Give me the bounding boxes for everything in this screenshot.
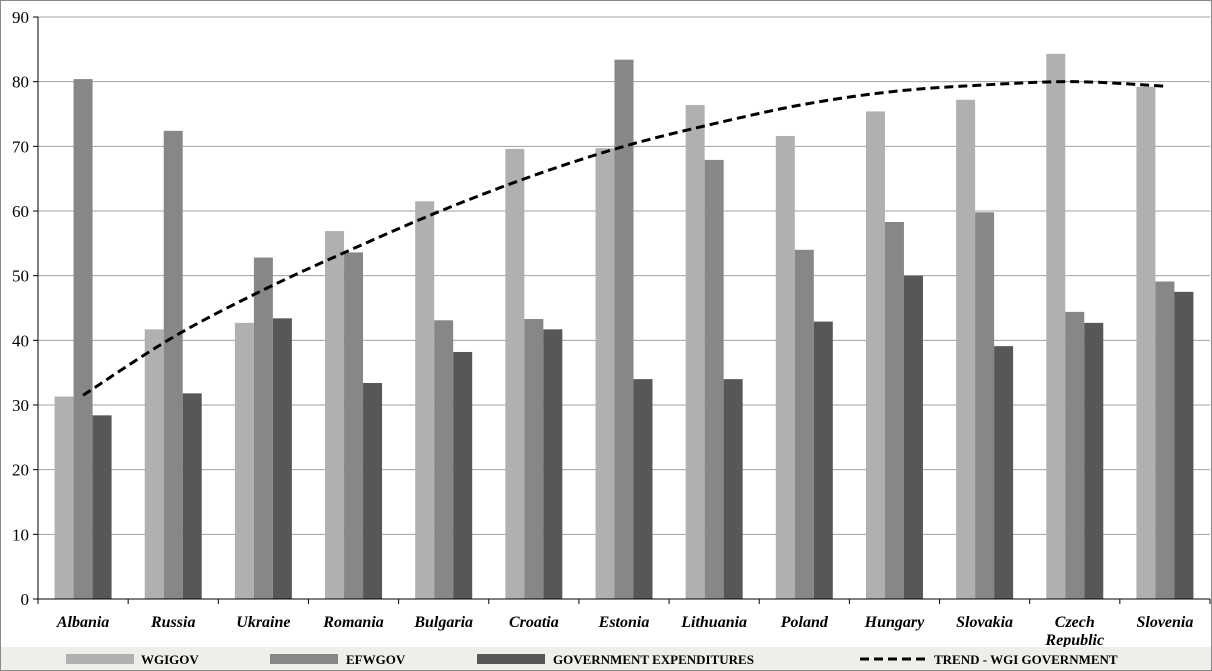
y-tick-label-80: 80 (12, 73, 29, 92)
bar-government-expenditures-slovenia (1174, 291, 1194, 599)
bar-efwgov-russia (163, 130, 183, 599)
legend-label-trend-wgi-government: TREND - WGI GOVERNMENT (934, 652, 1118, 667)
bar-efwgov-albania (73, 79, 93, 599)
x-axis-category-labels: Albania Russia Ukraine Romania Bulgaria Croat… (56, 614, 1194, 649)
y-tick-label-0: 0 (21, 590, 30, 609)
bar-wgigov-slovenia (1136, 86, 1156, 600)
bar-government-expenditures-czech-republic (1084, 322, 1104, 599)
legend-label-government-expenditures: GOVERNMENT EXPENDITURES (553, 652, 754, 667)
category-label-bulgaria: Bulgaria (413, 614, 473, 631)
bar-wgigov-estonia (595, 148, 615, 600)
bar-efwgov-czech-republic (1065, 311, 1085, 599)
bar-efwgov-ukraine (253, 257, 273, 599)
bar-wgigov-czech-republic (1046, 53, 1066, 600)
bar-wgigov-russia (144, 329, 164, 599)
bar-efwgov-bulgaria (434, 320, 454, 599)
legend-swatch-government-expenditures (477, 654, 545, 664)
category-label-czech-republic: Czech Republic (1044, 614, 1104, 649)
y-tick-label-50: 50 (12, 267, 29, 286)
category-label-slovakia: Slovakia (956, 614, 1013, 631)
category-label-estonia: Estonia (598, 614, 650, 631)
bar-efwgov-slovakia (975, 212, 995, 599)
legend: WGIGOV EFWGOV GOVERNMENT EXPENDITURES TREND… (1, 647, 1211, 670)
bar-wgigov-lithuania (685, 104, 705, 600)
bar-government-expenditures-slovakia (994, 346, 1014, 599)
bar-government-expenditures-romania (363, 383, 383, 599)
category-label-hungary: Hungary (864, 614, 925, 631)
y-tick-label-10: 10 (12, 525, 29, 544)
category-label-ukraine: Ukraine (236, 614, 290, 631)
y-tick-label-20: 20 (12, 461, 29, 480)
legend-swatch-wgigov (66, 654, 134, 664)
bar-efwgov-hungary (884, 221, 904, 599)
bar-government-expenditures-russia (182, 393, 202, 599)
legend-label-wgigov: WGIGOV (141, 652, 199, 667)
bar-government-expenditures-hungary (903, 275, 923, 599)
bar-efwgov-poland (794, 249, 814, 600)
bar-efwgov-estonia (614, 59, 634, 600)
bar-efwgov-slovenia (1155, 281, 1175, 599)
y-tick-label-60: 60 (12, 202, 29, 221)
y-tick-label-90: 90 (12, 8, 29, 27)
y-tick-label-40: 40 (12, 331, 29, 350)
bar-wgigov-slovakia (956, 99, 976, 600)
bar-efwgov-croatia (524, 318, 544, 599)
y-tick-label-70: 70 (12, 137, 29, 156)
category-label-croatia: Croatia (509, 614, 559, 631)
trend-line-trend-wgi-government (82, 80, 1165, 397)
legend-swatch-efwgov (270, 654, 338, 664)
bars (54, 53, 1194, 600)
bar-government-expenditures-lithuania (723, 379, 743, 599)
y-axis-tick-labels: 0 10 20 30 40 50 60 70 80 90 (12, 8, 38, 609)
category-label-romania: Romania (322, 614, 383, 631)
bar-wgigov-poland (775, 135, 795, 599)
bar-wgigov-ukraine (234, 322, 254, 599)
bar-government-expenditures-bulgaria (453, 351, 473, 599)
bar-government-expenditures-albania (92, 415, 112, 599)
bar-wgigov-croatia (505, 148, 525, 600)
bar-wgigov-hungary (865, 111, 885, 599)
category-label-slovenia: Slovenia (1136, 614, 1193, 631)
bar-government-expenditures-estonia (633, 379, 653, 599)
legend-label-efwgov: EFWGOV (346, 652, 406, 667)
category-label-lithuania: Lithuania (680, 614, 747, 631)
bar-efwgov-romania (344, 252, 364, 600)
category-label-albania: Albania (56, 614, 109, 631)
bar-wgigov-romania (325, 231, 345, 599)
category-label-russia: Russia (150, 614, 195, 631)
bar-government-expenditures-poland (813, 321, 833, 599)
trend-line-layer (82, 80, 1165, 397)
bar-government-expenditures-croatia (543, 329, 563, 599)
legend-background (1, 647, 1211, 670)
category-label-poland: Poland (780, 614, 829, 631)
axes (37, 17, 1211, 604)
bar-wgigov-bulgaria (415, 201, 435, 600)
bar-efwgov-lithuania (704, 159, 724, 599)
bar-wgigov-albania (54, 396, 74, 599)
bar-government-expenditures-ukraine (272, 318, 292, 599)
y-tick-label-30: 30 (12, 396, 29, 415)
